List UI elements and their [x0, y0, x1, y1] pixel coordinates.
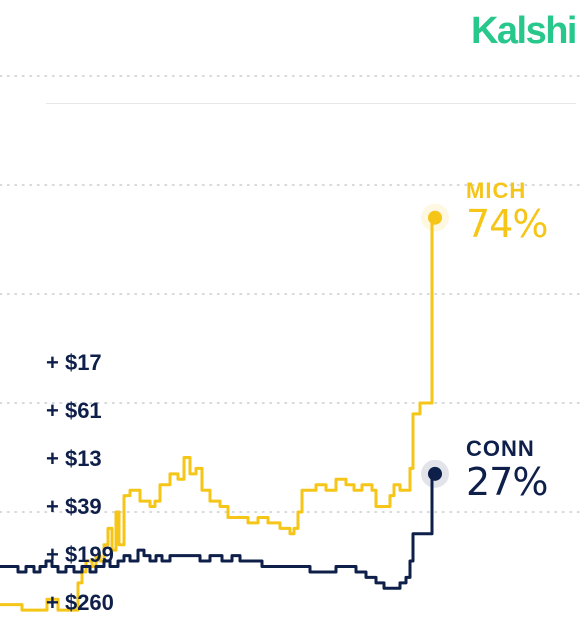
series-line-conn: [0, 472, 435, 590]
trade-amount: + $13: [46, 446, 102, 471]
trade-amount: + $260: [46, 590, 114, 615]
series-label-conn: CONN 27%: [466, 436, 548, 504]
series-percent: 27%: [466, 460, 548, 504]
trade-feed: + $17 + $61 + $13 + $39 + $199 + $260: [46, 347, 114, 635]
series-percent: 74%: [466, 202, 548, 246]
series-code: CONN: [466, 436, 535, 461]
trade-amount: + $17: [46, 350, 102, 375]
series-code: MICH: [466, 178, 527, 203]
series-lines: [0, 203, 449, 612]
trade-amount: + $61: [46, 398, 102, 423]
endpoint-dot-mich: [428, 210, 442, 225]
kalshi-logo: Kalshi: [470, 10, 578, 52]
series-label-mich: MICH 74%: [466, 178, 548, 246]
header-divider: [46, 103, 576, 104]
trade-amount: + $39: [46, 494, 102, 519]
endpoint-dot-conn: [428, 466, 442, 481]
trade-amount: + $199: [46, 542, 114, 567]
